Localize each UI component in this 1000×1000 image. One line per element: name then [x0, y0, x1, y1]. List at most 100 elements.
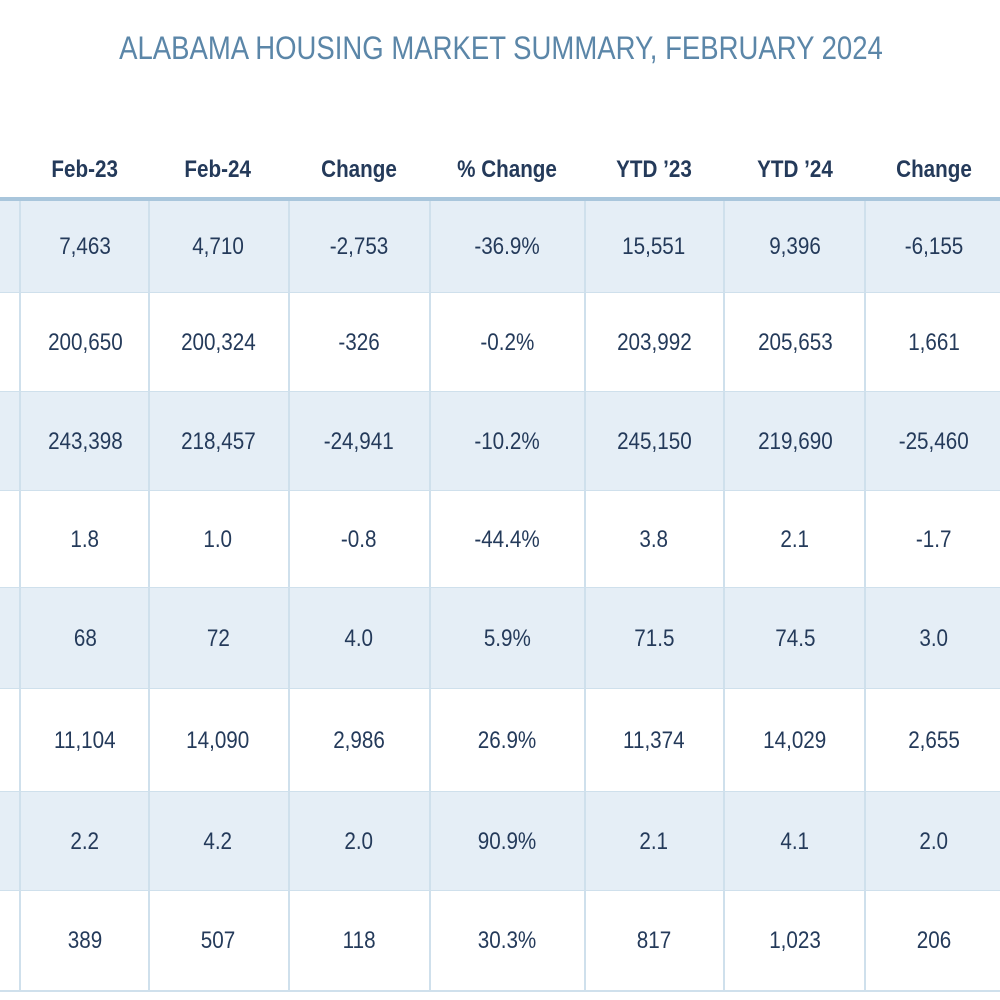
table-row	[0, 201, 1000, 293]
column-header-label: % Change	[457, 156, 557, 183]
table-cell-value: 206	[916, 927, 952, 954]
table-cell: 26.9%	[437, 689, 577, 792]
table-row	[0, 792, 1000, 891]
table-row	[0, 588, 1000, 689]
column-header-label: Feb-23	[51, 156, 119, 183]
column-header: Change	[289, 152, 429, 188]
column-header-label: Feb-24	[184, 156, 252, 183]
table-cell: -0.8	[289, 491, 429, 588]
table-cell: 817	[584, 891, 724, 991]
table-cell-value: 11,104	[54, 727, 116, 754]
table-row	[0, 689, 1000, 792]
table-row	[0, 293, 1000, 392]
table-cell-value: -1.7	[916, 526, 952, 553]
table-cell-value: -2,753	[329, 233, 389, 260]
table-cell-value: 2.0	[344, 828, 374, 855]
table-cell: 4,710	[148, 201, 288, 293]
table-cell: 14,029	[725, 689, 865, 792]
table-cell: 389	[15, 891, 155, 991]
table-cell: 206	[864, 891, 1000, 991]
column-header: YTD ’24	[725, 152, 865, 188]
table-cell-value: 2.1	[639, 828, 669, 855]
column-header-label: Change	[321, 156, 397, 183]
table-cell: -10.2%	[437, 392, 577, 491]
column-header: % Change	[437, 152, 577, 188]
table-cell: 71.5	[584, 588, 724, 689]
table-cell: 5.9%	[437, 588, 577, 689]
table-cell-value: 3.8	[639, 526, 669, 553]
table-cell-value: 7,463	[59, 233, 111, 260]
column-header-label: YTD ’24	[757, 156, 833, 183]
table-cell: -36.9%	[437, 201, 577, 293]
table-cell: 1.8	[15, 491, 155, 588]
table-cell-value: 74.5	[774, 625, 816, 652]
table-cell: 14,090	[148, 689, 288, 792]
table-cell-value: 9,396	[769, 233, 821, 260]
table-cell: 243,398	[15, 392, 155, 491]
table-cell-value: 11,374	[623, 727, 685, 754]
table-cell-value: 205,653	[757, 329, 833, 356]
table-cell-value: 4.0	[344, 625, 374, 652]
table-cell: -25,460	[864, 392, 1000, 491]
table-cell: 2.0	[289, 792, 429, 891]
table-cell-value: -0.8	[341, 526, 377, 553]
table-cell-value: 4.2	[203, 828, 233, 855]
column-divider	[288, 201, 290, 991]
row-divider	[0, 990, 1000, 992]
table-cell-value: 203,992	[616, 329, 692, 356]
table-cell-value: 30.3%	[477, 927, 537, 954]
header-rule	[0, 197, 1000, 201]
table-cell: 2.0	[864, 792, 1000, 891]
table-cell-value: 817	[636, 927, 672, 954]
table-cell: 9,396	[725, 201, 865, 293]
table-row	[0, 891, 1000, 991]
table-cell: 1,661	[864, 293, 1000, 392]
table-cell-value: -25,460	[898, 428, 970, 455]
table-cell-value: 68	[73, 625, 97, 652]
table-cell: -6,155	[864, 201, 1000, 293]
table-cell-value: 2.1	[780, 526, 810, 553]
table-cell: 203,992	[584, 293, 724, 392]
table-cell: 68	[15, 588, 155, 689]
column-header: Change	[864, 152, 1000, 188]
column-header: Feb-23	[15, 152, 155, 188]
column-header: YTD ’23	[584, 152, 724, 188]
table-cell-value: 71.5	[633, 625, 675, 652]
column-divider	[723, 201, 725, 991]
table-cell: 7,463	[15, 201, 155, 293]
table-cell: -24,941	[289, 392, 429, 491]
column-header-label: YTD ’23	[616, 156, 692, 183]
table-cell-value: 2,986	[333, 727, 385, 754]
table-cell-value: 118	[342, 927, 376, 954]
column-divider	[864, 201, 866, 991]
table-cell-value: -44.4%	[474, 526, 540, 553]
table-cell-value: -24,941	[323, 428, 395, 455]
table-cell: 90.9%	[437, 792, 577, 891]
table-cell: 205,653	[725, 293, 865, 392]
table-cell: 15,551	[584, 201, 724, 293]
table-cell: -44.4%	[437, 491, 577, 588]
table-cell: 4.0	[289, 588, 429, 689]
table-cell: 507	[148, 891, 288, 991]
table-cell: 2,655	[864, 689, 1000, 792]
table-cell: 74.5	[725, 588, 865, 689]
column-divider	[148, 201, 150, 991]
table-cell-value: 507	[200, 927, 236, 954]
table-cell-value: 243,398	[47, 428, 123, 455]
table-cell-value: 2.0	[919, 828, 949, 855]
table-cell-value: -326	[338, 329, 380, 356]
table-cell-value: 2.2	[70, 828, 100, 855]
table-cell: 200,650	[15, 293, 155, 392]
table-cell-value: 200,324	[180, 329, 256, 356]
column-divider	[584, 201, 586, 991]
table-cell: 3.0	[864, 588, 1000, 689]
table-cell-value: 26.9%	[477, 727, 537, 754]
page-title: ALABAMA HOUSING MARKET SUMMARY, FEBRUARY…	[119, 30, 883, 66]
table-cell-value: 1.0	[203, 526, 233, 553]
table-cell-value: 14,090	[186, 727, 250, 754]
table-cell-value: 1.8	[70, 526, 100, 553]
table-cell: 3.8	[584, 491, 724, 588]
table-cell-value: -10.2%	[474, 428, 540, 455]
table-cell-value: 15,551	[622, 233, 686, 260]
table-cell-value: -36.9%	[474, 233, 540, 260]
